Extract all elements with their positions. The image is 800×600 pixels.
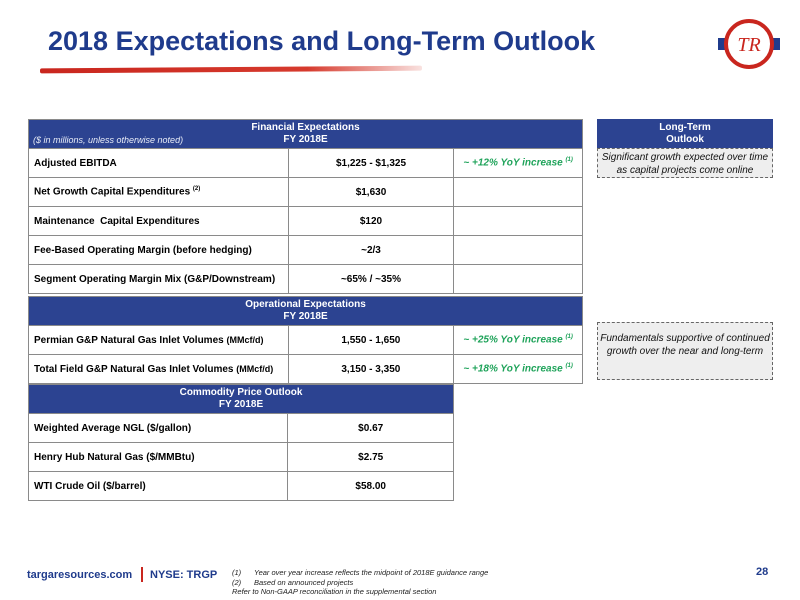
row-label: Net Growth Capital Expenditures (2) bbox=[28, 177, 289, 207]
row-value: 3,150 - 3,350 bbox=[287, 354, 455, 384]
footnote-1: (1) Year over year increase reflects the … bbox=[232, 568, 489, 577]
row-value: $2.75 bbox=[287, 442, 454, 472]
commodity-price-table: Commodity Price Outlook FY 2018E Weighte… bbox=[27, 384, 454, 501]
row-label: Weighted Average NGL ($/gallon) bbox=[27, 413, 289, 443]
table-row: Permian G&P Natural Gas Inlet Volumes (M… bbox=[28, 325, 583, 355]
table-row: Maintenance Capital Expenditures $120 bbox=[28, 206, 583, 236]
row-increase: ~ +18% YoY increase (1) bbox=[453, 354, 583, 384]
company-logo: TR bbox=[717, 12, 781, 76]
footnotes: (1) Year over year increase reflects the … bbox=[232, 568, 488, 597]
table-row: Henry Hub Natural Gas ($/MMBtu) $2.75 bbox=[27, 442, 454, 472]
table-row: Total Field G&P Natural Gas Inlet Volume… bbox=[28, 354, 583, 384]
page-title: 2018 Expectations and Long-Term Outlook bbox=[48, 26, 596, 56]
long-term-header-line1: Long-Term bbox=[659, 122, 711, 133]
row-label: Adjusted EBITDA bbox=[28, 148, 289, 178]
row-label: Maintenance Capital Expenditures bbox=[28, 206, 289, 236]
row-label: Permian G&P Natural Gas Inlet Volumes (M… bbox=[28, 325, 289, 355]
commodity-header-subtitle: FY 2018E bbox=[218, 399, 264, 410]
footnote-2: (2) Based on announced projects bbox=[232, 577, 354, 587]
table-row: Weighted Average NGL ($/gallon) $0.67 bbox=[27, 413, 454, 443]
row-value: ~2/3 bbox=[287, 235, 455, 265]
long-term-header-line2: Outlook bbox=[666, 134, 704, 145]
table-row: Net Growth Capital Expenditures (2) $1,6… bbox=[28, 177, 583, 207]
row-value: $0.67 bbox=[287, 413, 454, 443]
row-increase bbox=[453, 264, 583, 294]
row-value: $1,225 - $1,325 bbox=[287, 148, 455, 178]
row-increase: ~ +12% YoY increase (1) bbox=[453, 148, 583, 178]
table-row: Fee-Based Operating Margin (before hedgi… bbox=[28, 235, 583, 265]
financial-header-note: ($ in millions, unless otherwise noted) bbox=[33, 135, 184, 145]
financial-expectations-table: Financial Expectations FY 2018E ($ in mi… bbox=[28, 119, 583, 294]
logo-text: TR bbox=[737, 34, 760, 56]
row-value: $1,630 bbox=[287, 177, 455, 207]
commodity-header: Commodity Price Outlook FY 2018E bbox=[28, 384, 454, 414]
table-row: WTI Crude Oil ($/barrel) $58.00 bbox=[27, 471, 454, 501]
operational-header-title: Operational Expectations bbox=[245, 299, 366, 310]
footer-website: targaresources.com bbox=[27, 569, 133, 581]
financial-header-subtitle: FY 2018E bbox=[283, 134, 328, 145]
row-label: Fee-Based Operating Margin (before hedgi… bbox=[28, 235, 289, 265]
row-increase bbox=[453, 235, 583, 265]
row-label: Henry Hub Natural Gas ($/MMBtu) bbox=[27, 442, 289, 472]
row-label: WTI Crude Oil ($/barrel) bbox=[27, 471, 289, 501]
table-row: Segment Operating Margin Mix (G&P/Downst… bbox=[28, 264, 583, 294]
row-label: Segment Operating Margin Mix (G&P/Downst… bbox=[28, 264, 289, 294]
page-number: 28 bbox=[756, 566, 769, 578]
operational-header-subtitle: FY 2018E bbox=[283, 311, 328, 322]
footer-ticker: NYSE: TRGP bbox=[150, 569, 218, 581]
long-term-outlook-header: Long-Term Outlook bbox=[597, 119, 773, 148]
title-underline bbox=[40, 65, 422, 74]
footer-divider bbox=[141, 567, 143, 582]
row-value: $58.00 bbox=[287, 471, 454, 501]
financial-header-title: Financial Expectations bbox=[251, 122, 360, 133]
row-unit: (MMcf/d) bbox=[226, 334, 264, 345]
financial-header: Financial Expectations FY 2018E ($ in mi… bbox=[28, 119, 583, 149]
row-value: $120 bbox=[287, 206, 455, 236]
table-row: Adjusted EBITDA $1,225 - $1,325 ~ +12% Y… bbox=[28, 148, 583, 178]
row-value: ~65% / ~35% bbox=[287, 264, 455, 294]
row-increase: ~ +25% YoY increase (1) bbox=[453, 325, 583, 355]
long-term-outlook-box-1: Significant growth expected over time as… bbox=[597, 148, 773, 178]
footnote-reference: Refer to Non-GAAP reconciliation in the … bbox=[232, 587, 437, 596]
row-increase bbox=[453, 206, 583, 236]
operational-header: Operational Expectations FY 2018E bbox=[28, 296, 583, 326]
operational-expectations-table: Operational Expectations FY 2018E Permia… bbox=[28, 296, 583, 384]
row-increase bbox=[453, 177, 583, 207]
commodity-header-title: Commodity Price Outlook bbox=[179, 387, 303, 398]
row-label: Total Field G&P Natural Gas Inlet Volume… bbox=[28, 354, 289, 384]
row-unit: (MMcf/d) bbox=[236, 363, 274, 374]
long-term-outlook-box-2: Fundamentals supportive of continued gro… bbox=[597, 322, 773, 380]
row-value: 1,550 - 1,650 bbox=[287, 325, 455, 355]
